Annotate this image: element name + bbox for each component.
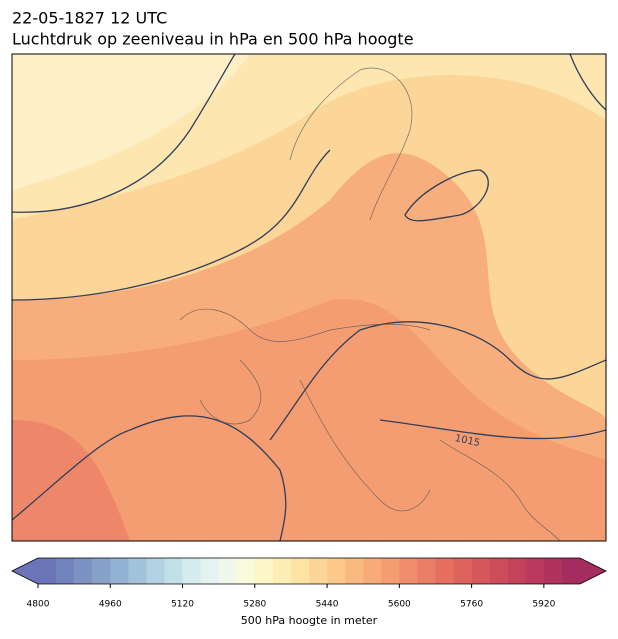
colorbar-tick-label: 4800 <box>27 600 50 610</box>
colorbar-swatch <box>399 558 418 584</box>
colorbar-swatch <box>327 558 346 584</box>
colorbar-swatch <box>56 558 75 584</box>
colorbar-swatch <box>128 558 147 584</box>
colorbar-swatch <box>363 558 382 584</box>
colorbar-swatch <box>74 558 93 584</box>
colorbar-swatch <box>435 558 454 584</box>
colorbar-swatch <box>290 558 310 584</box>
colorbar-extend-low <box>12 558 38 584</box>
colorbar-swatch <box>164 558 183 584</box>
colorbar-swatch <box>453 558 472 584</box>
map-title: Luchtdruk op zeeniveau in hPa en 500 hPa… <box>12 30 414 49</box>
colorbar-swatch <box>218 558 238 584</box>
colorbar-swatch <box>417 558 436 584</box>
colorbar-swatch <box>182 558 201 584</box>
colorbar-label: 500 hPa hoogte in meter <box>241 614 378 627</box>
colorbar-tick-label: 5280 <box>243 600 266 610</box>
colorbar-extend-high <box>580 558 606 584</box>
colorbar-swatch <box>236 558 256 584</box>
colorbar-swatch <box>38 558 57 584</box>
colorbar-swatch <box>471 558 490 584</box>
date-title: 22-05-1827 12 UTC <box>12 9 167 28</box>
colorbar: 4800 4960 5120 5280 5440 5600 5760 5920 <box>11 557 607 610</box>
colorbar-swatch <box>146 558 165 584</box>
colorbar-swatch <box>525 558 545 584</box>
map: 1015 <box>12 54 606 541</box>
colorbar-swatch <box>345 558 364 584</box>
map-frame <box>11 53 607 542</box>
colorbar-swatch <box>200 558 219 584</box>
colorbar-swatch <box>507 558 527 584</box>
contour-label: 1015 <box>454 433 481 449</box>
colorbar-swatch <box>110 558 129 584</box>
colorbar-swatch <box>272 558 292 584</box>
colorbar-swatch <box>561 558 581 584</box>
colorbar-tick-label: 5120 <box>171 600 194 610</box>
colorbar-swatch <box>489 558 509 584</box>
colorbar-tick-label: 5440 <box>316 600 339 610</box>
colorbar-swatch <box>543 558 563 584</box>
colorbar-swatch <box>309 558 328 584</box>
colorbar-swatch <box>381 558 400 584</box>
colorbar-tick-label: 5920 <box>532 600 555 610</box>
colorbar-tick-label: 4960 <box>99 600 122 610</box>
colorbar-swatch <box>92 558 111 584</box>
colorbar-tick-label: 5600 <box>388 600 411 610</box>
colorbar-swatch <box>254 558 274 584</box>
colorbar-tick-label: 5760 <box>460 600 483 610</box>
